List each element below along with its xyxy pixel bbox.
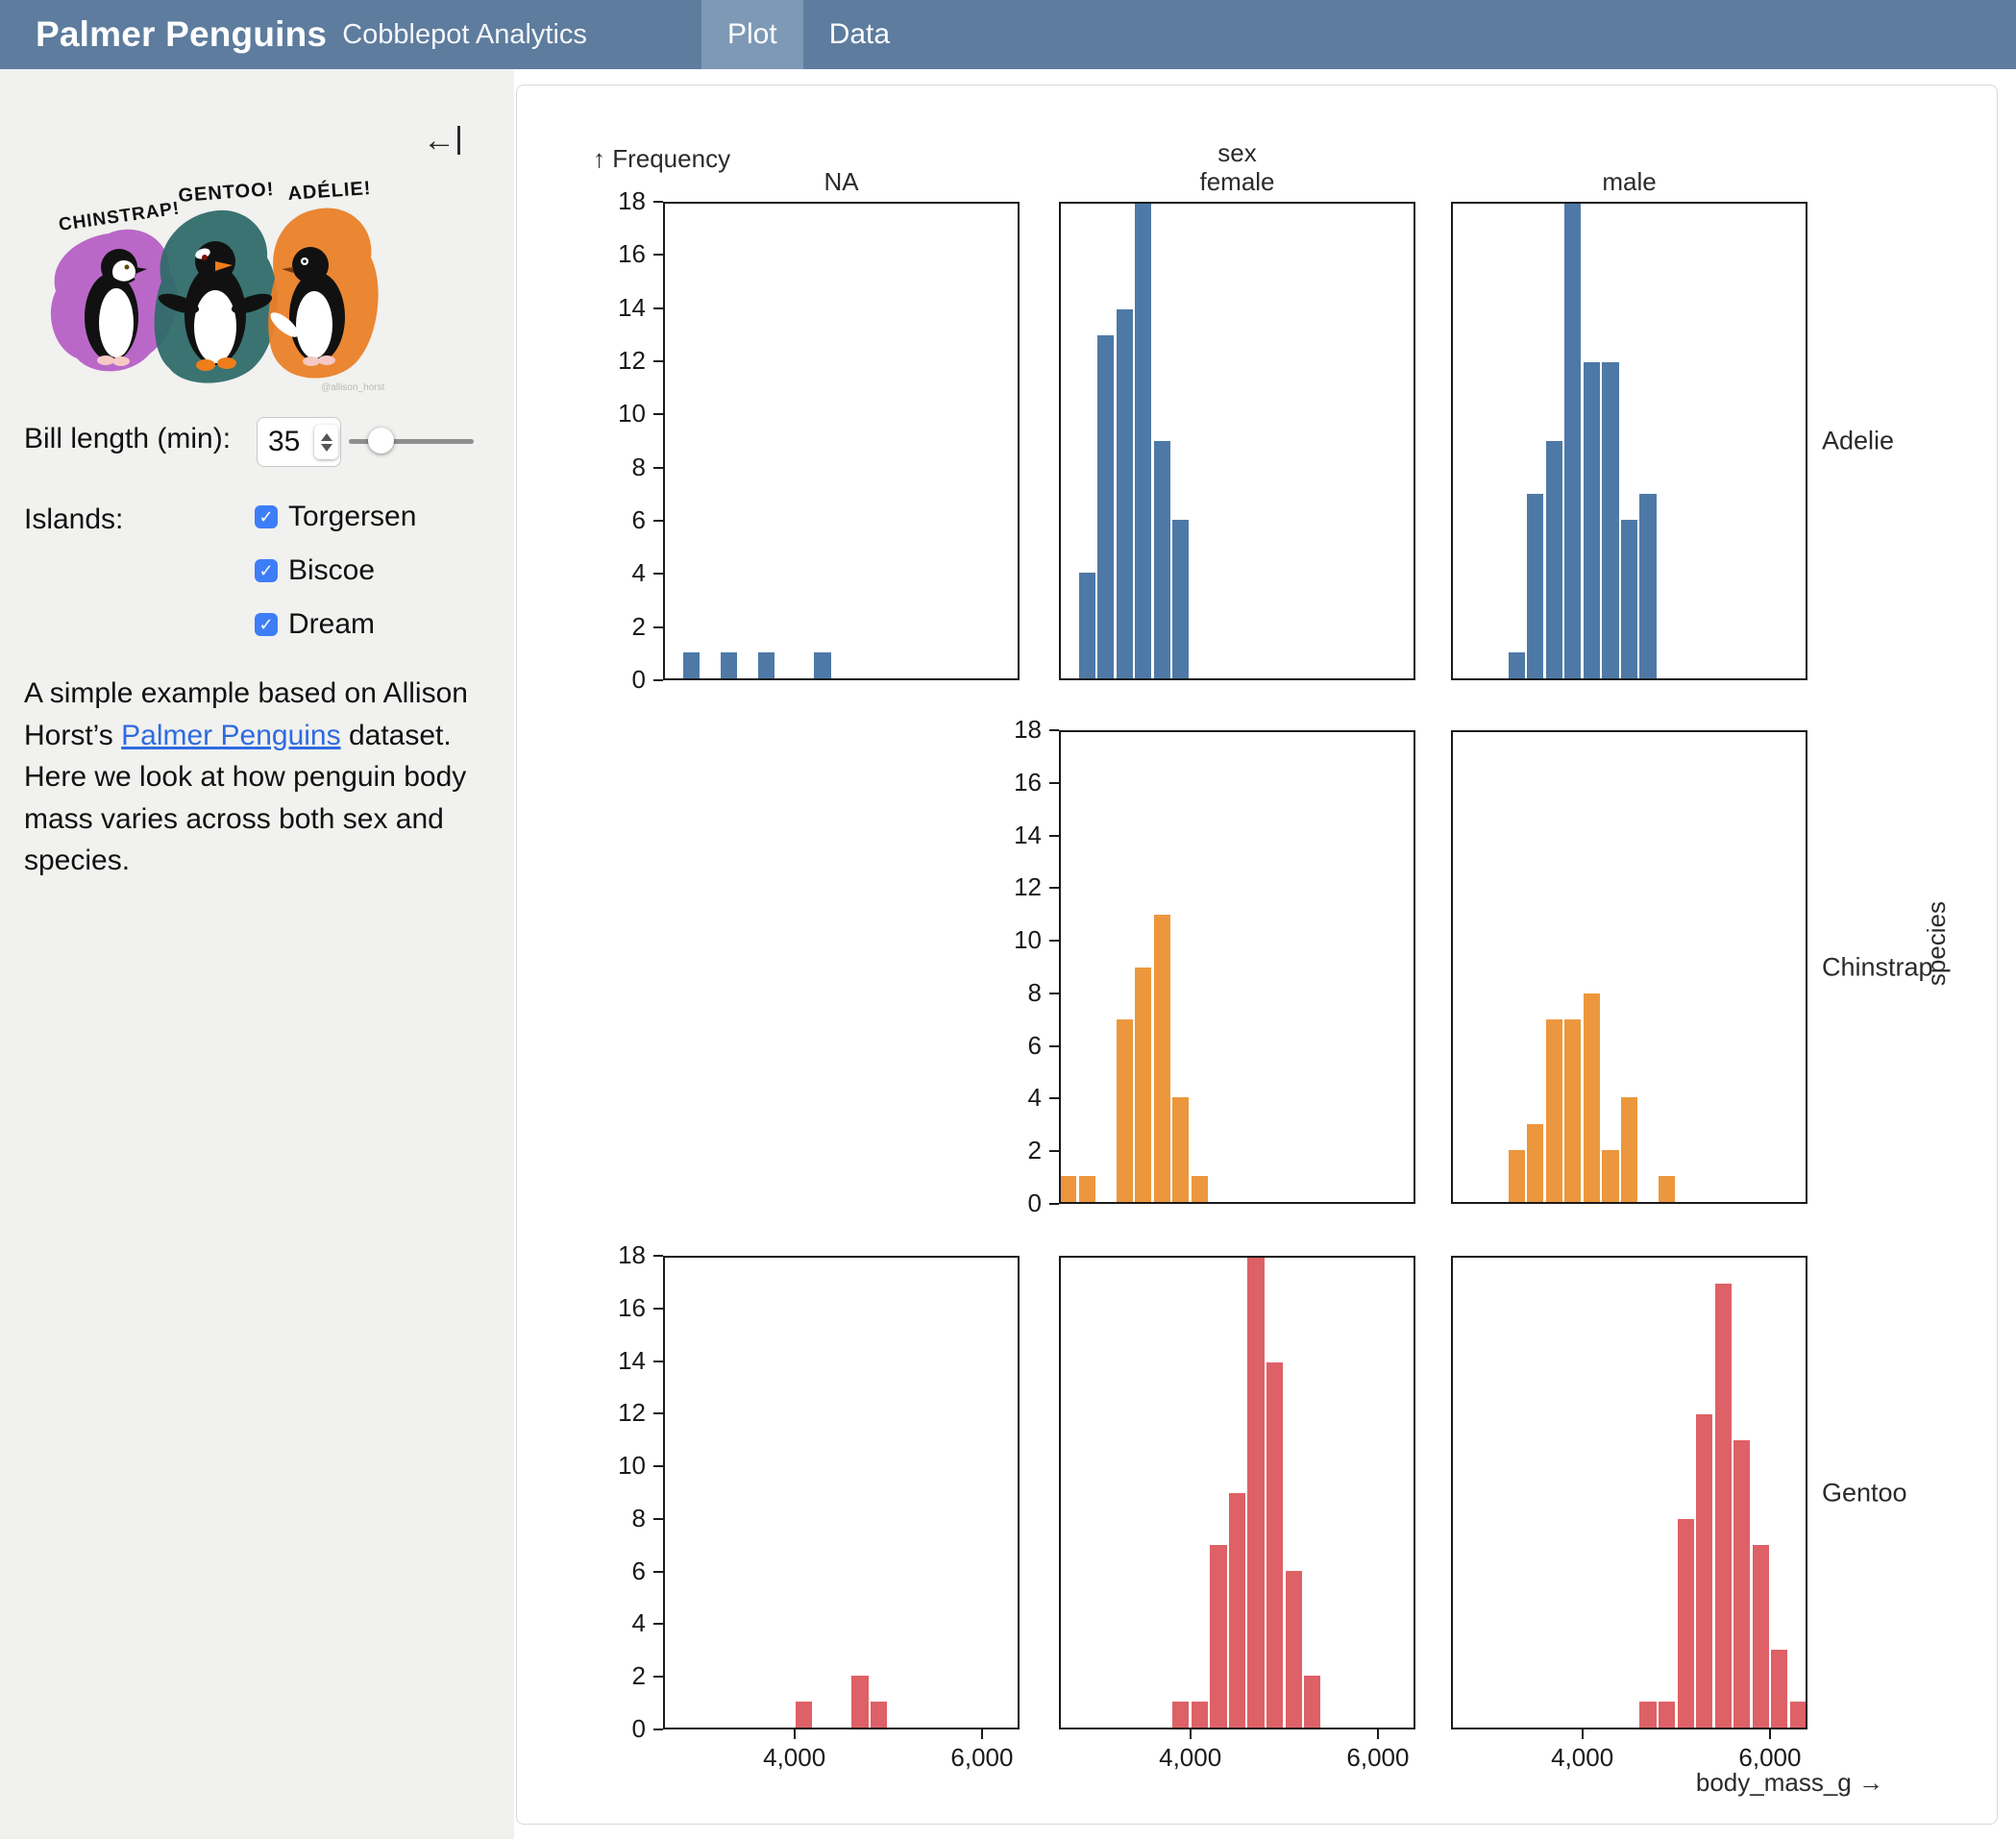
app-header: Palmer Penguins Cobblepot Analytics Plot… <box>0 0 2016 69</box>
collapse-left-icon: ← <box>423 122 455 159</box>
bill-length-slider[interactable] <box>349 428 474 454</box>
tab-data[interactable]: Data <box>828 18 891 50</box>
island-checkbox-label: Torgersen <box>288 501 417 532</box>
island-checkbox-label: Dream <box>288 608 376 640</box>
slider-track[interactable] <box>349 439 474 444</box>
app-title-group: Palmer Penguins Cobblepot Analytics <box>36 0 587 69</box>
stepper-down-icon[interactable] <box>320 443 332 452</box>
bill-length-label: Bill length (min): <box>24 423 232 454</box>
description: A simple example based on Allison Horst’… <box>24 673 483 882</box>
description-text-2: dataset. Here we look at how penguin bod… <box>24 719 467 877</box>
nav-tabs: Plot Data <box>701 0 916 69</box>
islands-checkbox-group: ✓ Torgersen ✓ Biscoe ✓ Dream <box>255 501 416 641</box>
palmer-penguins-link[interactable]: Palmer Penguins <box>121 719 341 751</box>
penguin-artwork-image: CHINSTRAP! GENTOO! ADÉLIE! @allison_hors… <box>50 177 385 393</box>
app-title: Palmer Penguins <box>36 14 328 54</box>
adelie-penguin <box>270 247 345 366</box>
tab-plot[interactable]: Plot <box>701 0 803 69</box>
chinstrap-label: CHINSTRAP! <box>58 198 182 234</box>
description-text-1: A simple example based on Allison Horst’… <box>24 677 468 751</box>
island-checkbox-biscoe[interactable]: ✓ Biscoe <box>255 554 416 587</box>
gentoo-label: GENTOO! <box>178 179 275 207</box>
checkbox-checked-icon[interactable]: ✓ <box>255 505 278 528</box>
bill-length-input[interactable] <box>258 425 314 459</box>
bill-length-stepper[interactable] <box>314 425 338 459</box>
island-checkbox-torgersen[interactable]: ✓ Torgersen <box>255 501 416 533</box>
penguin-artwork: CHINSTRAP! GENTOO! ADÉLIE! @allison_hors… <box>27 161 396 401</box>
slider-thumb[interactable] <box>368 428 394 454</box>
adelie-label: ADÉLIE! <box>287 177 372 205</box>
plot-card <box>516 85 1998 1825</box>
island-checkbox-label: Biscoe <box>288 554 376 586</box>
checkbox-checked-icon[interactable]: ✓ <box>255 559 278 582</box>
sidebar: CHINSTRAP! GENTOO! ADÉLIE! @allison_hors… <box>0 69 514 1839</box>
app-subtitle: Cobblepot Analytics <box>342 18 587 50</box>
gentoo-penguin <box>158 241 273 371</box>
sidebar-collapse-button[interactable]: ← <box>423 121 465 159</box>
checkbox-checked-icon[interactable]: ✓ <box>255 613 278 636</box>
chinstrap-penguin <box>85 249 147 366</box>
islands-label: Islands: <box>24 503 124 535</box>
stepper-up-icon[interactable] <box>320 432 332 441</box>
bill-length-field <box>257 417 341 467</box>
artwork-credit: @allison_horst <box>321 382 385 393</box>
island-checkbox-dream[interactable]: ✓ Dream <box>255 608 416 641</box>
